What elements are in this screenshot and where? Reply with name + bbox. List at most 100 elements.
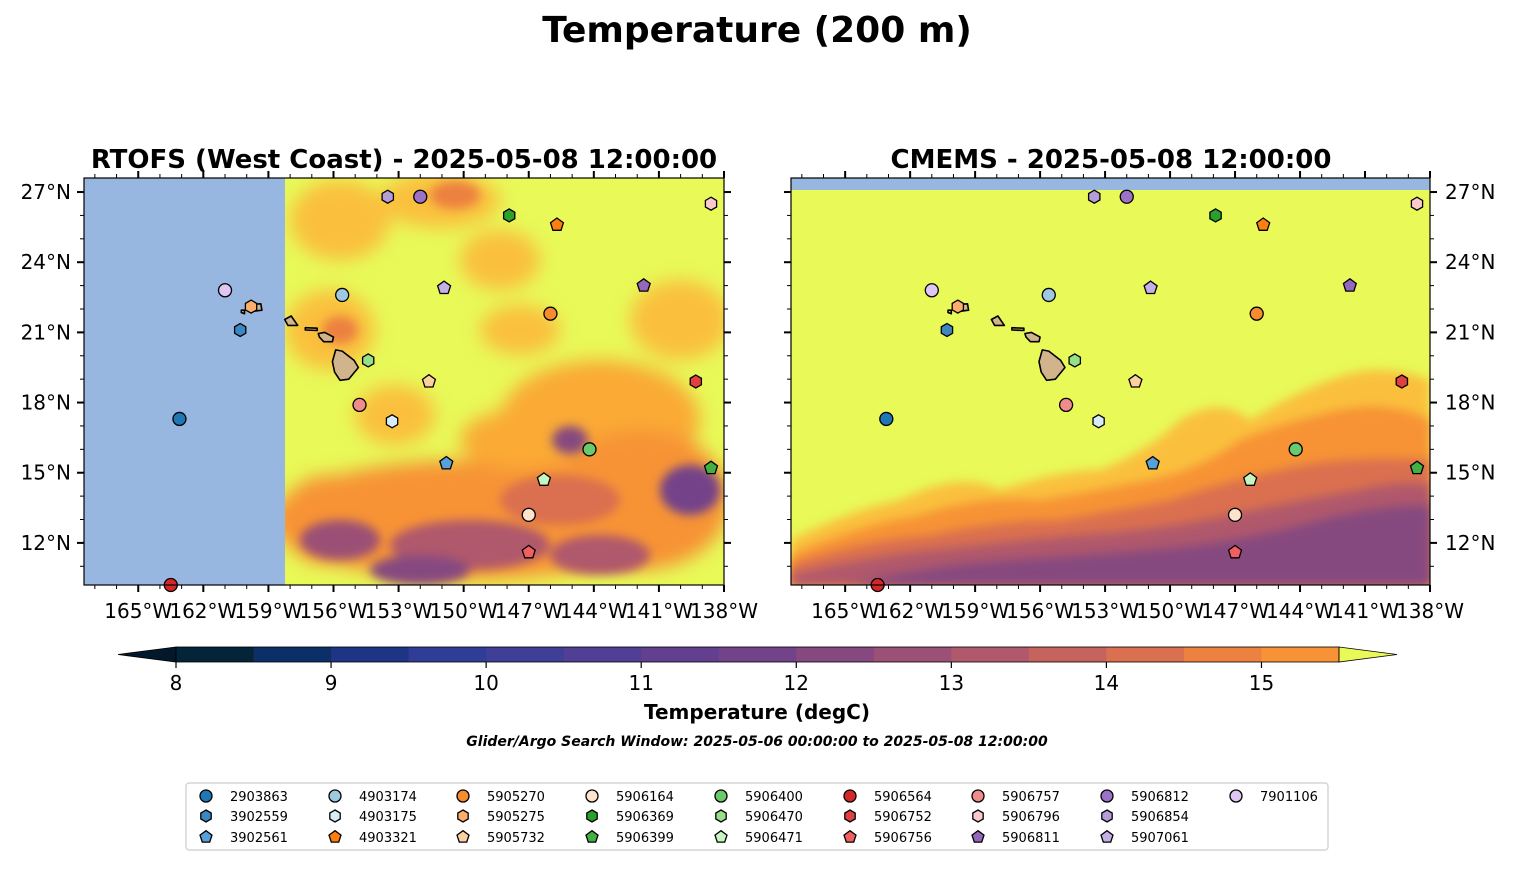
legend-item-3902561: 3902561 <box>199 829 288 846</box>
cmems-lat-tick-label: 27°N <box>1445 180 1495 204</box>
cmems-lat-tick-label: 12°N <box>1445 531 1495 555</box>
rtofs-float-4903175 <box>385 414 399 429</box>
legend-label: 7901106 <box>1260 790 1318 805</box>
legend-marker <box>199 829 213 843</box>
cmems-panel-title: CMEMS - 2025-05-08 12:00:00 <box>891 145 1332 175</box>
colorbar-band <box>951 647 1030 662</box>
colorbar-frame <box>175 646 1340 663</box>
legend-item-5906400: 5906400 <box>714 789 803 805</box>
cmems-float-7901106 <box>924 283 939 298</box>
colorbar-band <box>408 647 487 662</box>
legend-item-4903175: 4903175 <box>329 809 417 825</box>
cmems-lon-tick-label: 162°W <box>876 599 944 623</box>
cmems-lat-tick-label: 21°N <box>1445 320 1495 344</box>
legend-label: 2903863 <box>230 790 288 805</box>
rtofs-island-molokai <box>304 326 318 332</box>
legend-item-5905270: 5905270 <box>456 789 545 805</box>
colorbar-band <box>563 647 642 662</box>
rtofs-lon-tick-label: 141°W <box>625 599 693 623</box>
cmems-float-4903321 <box>1255 217 1271 231</box>
cmems-float-4903175 <box>1092 414 1105 429</box>
rtofs-island-maui <box>317 331 335 343</box>
legend-label: 5906399 <box>616 831 674 846</box>
cmems-float-5907061 <box>1143 280 1158 295</box>
colorbar-tick-label: 15 <box>1249 671 1274 695</box>
rtofs-float-5906752 <box>689 374 703 389</box>
cmems-float-5906471 <box>1242 472 1258 486</box>
cmems-lon-tick-label: 156°W <box>1006 599 1074 623</box>
legend-item-5906757: 5906757 <box>971 789 1060 805</box>
legend-item-5906796: 5906796 <box>972 809 1060 825</box>
legend-marker <box>585 829 599 843</box>
cmems-island-maui <box>1024 331 1041 343</box>
legend-item-5905732: 5905732 <box>456 829 545 846</box>
legend-marker <box>714 829 728 843</box>
rtofs-panel-title: RTOFS (West Coast) - 2025-05-08 12:00:00 <box>91 145 717 175</box>
rtofs-float-4903174 <box>335 287 350 303</box>
rtofs-float-5905732 <box>421 373 437 388</box>
cmems-float-5906369 <box>1209 208 1222 223</box>
rtofs-float-5906400 <box>582 442 597 457</box>
rtofs-float-5907061 <box>436 280 452 295</box>
legend-item-4903321: 4903321 <box>328 829 417 846</box>
legend-label: 5906369 <box>616 810 674 825</box>
colorbar: 8 9 10 11 12 13 14 15 <box>117 646 1398 695</box>
rtofs-float-5906854 <box>381 189 395 204</box>
legend-label: 5905270 <box>487 790 545 805</box>
legend-marker <box>844 809 856 823</box>
cmems-float-5905732 <box>1128 373 1143 388</box>
cmems-float-5905270 <box>1249 306 1264 321</box>
legend-item-7901106: 7901106 <box>1229 789 1318 805</box>
cmems-temperature-field <box>791 370 1430 585</box>
cmems-map-frame <box>790 177 1431 586</box>
rtofs-float-5906470 <box>361 353 375 368</box>
legend-item-4903174: 4903174 <box>328 789 417 805</box>
rtofs-lat-tick-label: 15°N <box>21 461 71 485</box>
cmems-map-panel: CMEMS - 2025-05-08 12:00:00 <box>790 145 1431 593</box>
legend-marker <box>843 789 857 803</box>
legend-marker <box>328 829 342 843</box>
cmems-lon-tick-label: 150°W <box>1136 599 1204 623</box>
legend-label: 4903321 <box>359 831 417 846</box>
legend-marker <box>843 829 857 843</box>
legend-item-5906854: 5906854 <box>1101 809 1189 825</box>
rtofs-float-2903863 <box>172 411 187 427</box>
rtofs-lat-tick-label: 18°N <box>21 391 71 415</box>
legend-item-5906399: 5906399 <box>585 829 674 846</box>
rtofs-lon-tick-label: 159°W <box>234 599 302 623</box>
cmems-island-oahu <box>990 315 1006 327</box>
colorbar-tick-label: 14 <box>1094 671 1119 695</box>
legend-marker <box>456 829 470 843</box>
colorbar-tick-label: 8 <box>170 671 183 695</box>
colorbar-band <box>331 647 410 662</box>
legend-label: 5906164 <box>616 790 674 805</box>
colorbar-band <box>1261 647 1340 662</box>
legend-marker <box>200 809 212 823</box>
cmems-island-big-island <box>1038 349 1066 382</box>
cmems-float-5906796 <box>1410 196 1424 211</box>
rtofs-float-5906812 <box>413 189 428 204</box>
rtofs-lon-tick-label: 144°W <box>560 599 628 623</box>
colorbar-band <box>873 647 952 662</box>
rtofs-float-5906756 <box>521 544 536 559</box>
colorbar-band <box>796 647 875 662</box>
legend-item-3902559: 3902559 <box>200 809 288 825</box>
rtofs-float-5906399 <box>703 460 719 475</box>
rtofs-float-4903321 <box>549 217 565 231</box>
rtofs-float-5905275 <box>244 299 258 314</box>
cmems-float-5906399 <box>1409 460 1425 475</box>
rtofs-lat-tick-label: 27°N <box>21 180 71 204</box>
cmems-lon-tick-label: 144°W <box>1266 599 1334 623</box>
legend-label: 5906811 <box>1002 831 1060 846</box>
legend-label: 5905732 <box>487 831 545 846</box>
cmems-float-5906164 <box>1227 507 1243 522</box>
cmems-float-2903863 <box>879 411 894 427</box>
legend-item-5906812: 5906812 <box>1100 789 1189 805</box>
legend-label: 5906400 <box>745 790 803 805</box>
rtofs-lon-tick-label: 153°W <box>365 599 433 623</box>
legend-label: 5905275 <box>487 810 545 825</box>
legend-item-5906811: 5906811 <box>971 829 1060 846</box>
legend-label: 4903174 <box>359 790 417 805</box>
colorbar-tick-label: 12 <box>784 671 809 695</box>
